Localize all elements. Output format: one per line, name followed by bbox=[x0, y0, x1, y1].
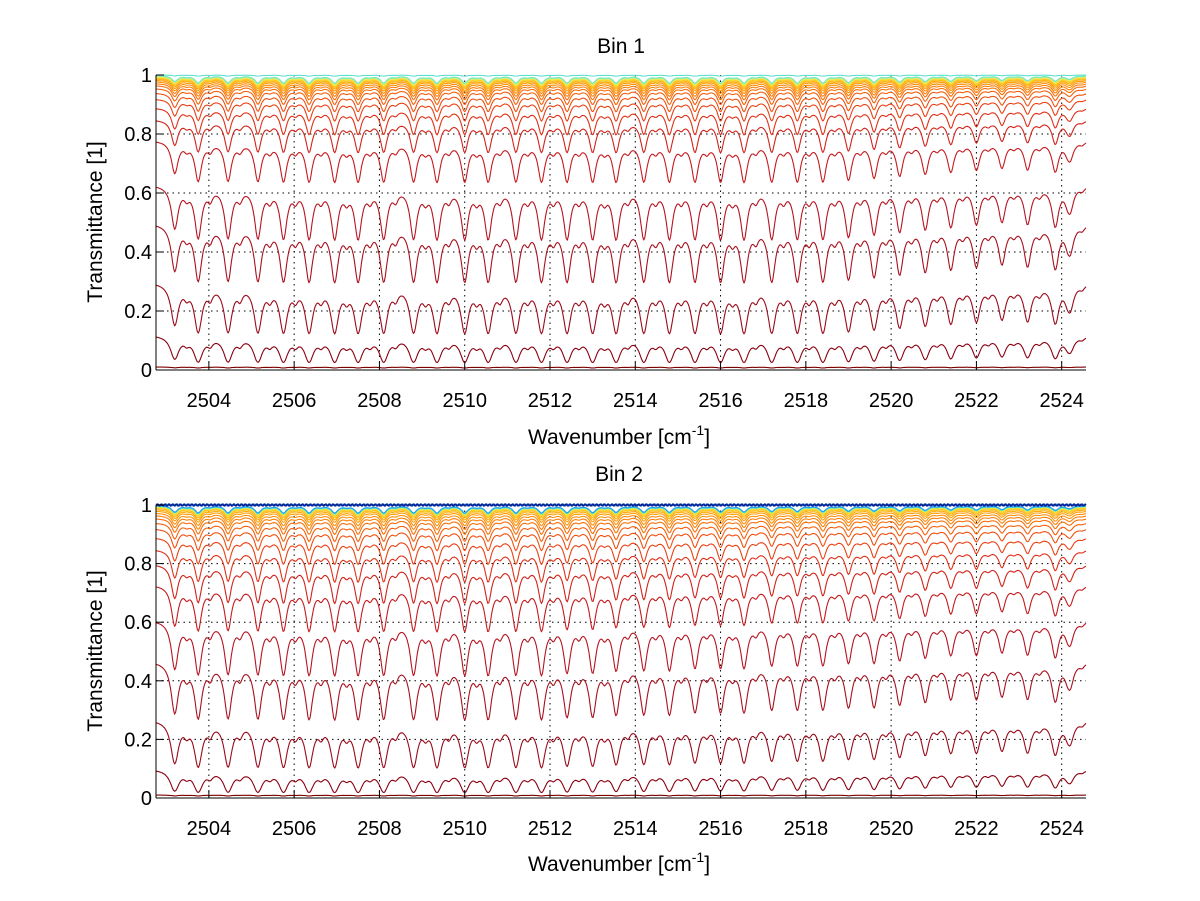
transmittance-curve bbox=[155, 93, 1087, 113]
transmittance-curve bbox=[155, 506, 1087, 517]
axes-frame bbox=[155, 74, 1086, 371]
transmittance-curve bbox=[155, 507, 1087, 518]
subplot-title: Bin 1 bbox=[597, 35, 645, 58]
transmittance-curve bbox=[155, 509, 1087, 521]
y-tick-label: 0.8 bbox=[124, 554, 152, 576]
transmittance-curve bbox=[155, 663, 1087, 721]
subplot-bin-2: Bin 2 2504 2506 2508 2510 2512 2514 2516 2518 25… bbox=[84, 463, 1087, 876]
x-tick-label: 2516 bbox=[698, 818, 743, 840]
subplot-title: Bin 2 bbox=[595, 463, 643, 486]
x-tick-label: 2510 bbox=[442, 818, 487, 840]
y-tick-label: 0.6 bbox=[124, 612, 152, 634]
transmittance-curve bbox=[155, 722, 1087, 769]
transmittance-curve bbox=[155, 503, 1087, 507]
x-tick-label: 2514 bbox=[613, 390, 658, 412]
x-tick-label: 2516 bbox=[698, 390, 743, 412]
y-axis-label: Transmittance [1] bbox=[84, 570, 107, 731]
y-tick-label: 0.4 bbox=[124, 242, 152, 264]
x-tick-label: 2522 bbox=[954, 390, 999, 412]
transmittance-curve bbox=[156, 88, 1087, 106]
x-tick-label: 2512 bbox=[528, 390, 573, 412]
x-tick-label: 2514 bbox=[613, 818, 658, 840]
transmittance-curve bbox=[156, 74, 1086, 77]
transmittance-curve bbox=[155, 538, 1087, 566]
transmittance-curve bbox=[156, 81, 1087, 95]
transmittance-curve bbox=[156, 75, 1087, 84]
transmittance-curve bbox=[155, 586, 1087, 633]
transmittance-curve bbox=[156, 513, 1087, 527]
transmittance-curve bbox=[156, 83, 1087, 97]
transmittance-curve bbox=[156, 366, 1086, 369]
transmittance-curve bbox=[155, 120, 1087, 154]
y-tick-label: 0.2 bbox=[124, 301, 152, 323]
transmittance-curve bbox=[155, 186, 1087, 241]
transmittance-curve bbox=[155, 529, 1087, 552]
grid bbox=[156, 75, 1086, 370]
x-tick-label: 2506 bbox=[272, 818, 317, 840]
x-tick-label: 2520 bbox=[869, 390, 914, 412]
y-tick-labels: 0 0.2 0.4 0.6 0.8 1 bbox=[124, 495, 152, 810]
y-tick-label: 0.6 bbox=[124, 183, 152, 205]
transmittance-curve bbox=[155, 79, 1087, 92]
axes-frame bbox=[155, 504, 1086, 799]
transmittance-curve bbox=[155, 508, 1087, 519]
y-tick-label: 0 bbox=[141, 788, 152, 810]
x-tick-label: 2510 bbox=[442, 390, 487, 412]
y-tick-labels: 0 0.2 0.4 0.6 0.8 1 bbox=[124, 65, 152, 382]
x-axis-label: Wavenumber [cm-1] bbox=[528, 422, 710, 449]
x-tick-label: 2512 bbox=[528, 818, 573, 840]
x-tick-label: 2518 bbox=[784, 818, 829, 840]
transmittance-curve bbox=[155, 141, 1087, 184]
x-tick-label: 2522 bbox=[954, 818, 999, 840]
y-axis-label: Transmittance [1] bbox=[84, 141, 107, 302]
transmittance-curve bbox=[156, 76, 1087, 87]
y-tick-label: 0.4 bbox=[124, 671, 152, 693]
transmittance-curve bbox=[155, 515, 1087, 531]
curve-group bbox=[155, 503, 1087, 797]
transmittance-curve bbox=[155, 225, 1087, 284]
x-tick-label: 2524 bbox=[1039, 390, 1084, 412]
x-tick-label: 2504 bbox=[187, 818, 232, 840]
y-tick-label: 0.2 bbox=[124, 729, 152, 751]
transmittance-curve bbox=[156, 794, 1086, 797]
x-tick-label: 2518 bbox=[784, 390, 829, 412]
x-tick-label: 2506 bbox=[272, 390, 317, 412]
subplot-bin-1: Bin 1 2504 2506 2508 2510 2512 2514 2516 2518 25… bbox=[84, 35, 1087, 449]
transmittance-curve bbox=[155, 284, 1087, 335]
x-tick-label: 2524 bbox=[1039, 818, 1084, 840]
transmittance-curve bbox=[155, 550, 1087, 583]
transmittance-curve bbox=[155, 565, 1087, 605]
y-tick-label: 0.8 bbox=[124, 124, 152, 146]
y-tick-label: 0 bbox=[141, 360, 152, 382]
curve-group bbox=[155, 74, 1087, 369]
transmittance-curve bbox=[155, 108, 1087, 136]
transmittance-curve bbox=[155, 770, 1087, 794]
transmittance-curve bbox=[155, 523, 1087, 543]
transmittance-curve bbox=[156, 510, 1087, 523]
x-tick-labels: 2504 2506 2508 2510 2512 2514 2516 2518 2520 2522… bbox=[187, 390, 1084, 412]
x-axis-label: Wavenumber [cm-1] bbox=[528, 849, 710, 876]
y-tick-label: 1 bbox=[141, 65, 152, 87]
transmittance-curve bbox=[155, 85, 1087, 101]
transmittance-curve bbox=[156, 505, 1087, 514]
transmittance-curve bbox=[155, 78, 1087, 90]
transmittance-curve bbox=[155, 622, 1087, 677]
transmittance-curve bbox=[155, 99, 1087, 122]
y-tick-label: 1 bbox=[141, 495, 152, 517]
x-tick-label: 2520 bbox=[869, 818, 914, 840]
x-tick-label: 2508 bbox=[357, 390, 402, 412]
x-tick-labels: 2504 2506 2508 2510 2512 2514 2516 2518 2520 2522… bbox=[187, 818, 1084, 840]
transmittance-curve bbox=[155, 336, 1087, 364]
transmittance-curve bbox=[155, 518, 1087, 535]
x-tick-label: 2508 bbox=[357, 818, 402, 840]
x-tick-label: 2504 bbox=[187, 390, 232, 412]
